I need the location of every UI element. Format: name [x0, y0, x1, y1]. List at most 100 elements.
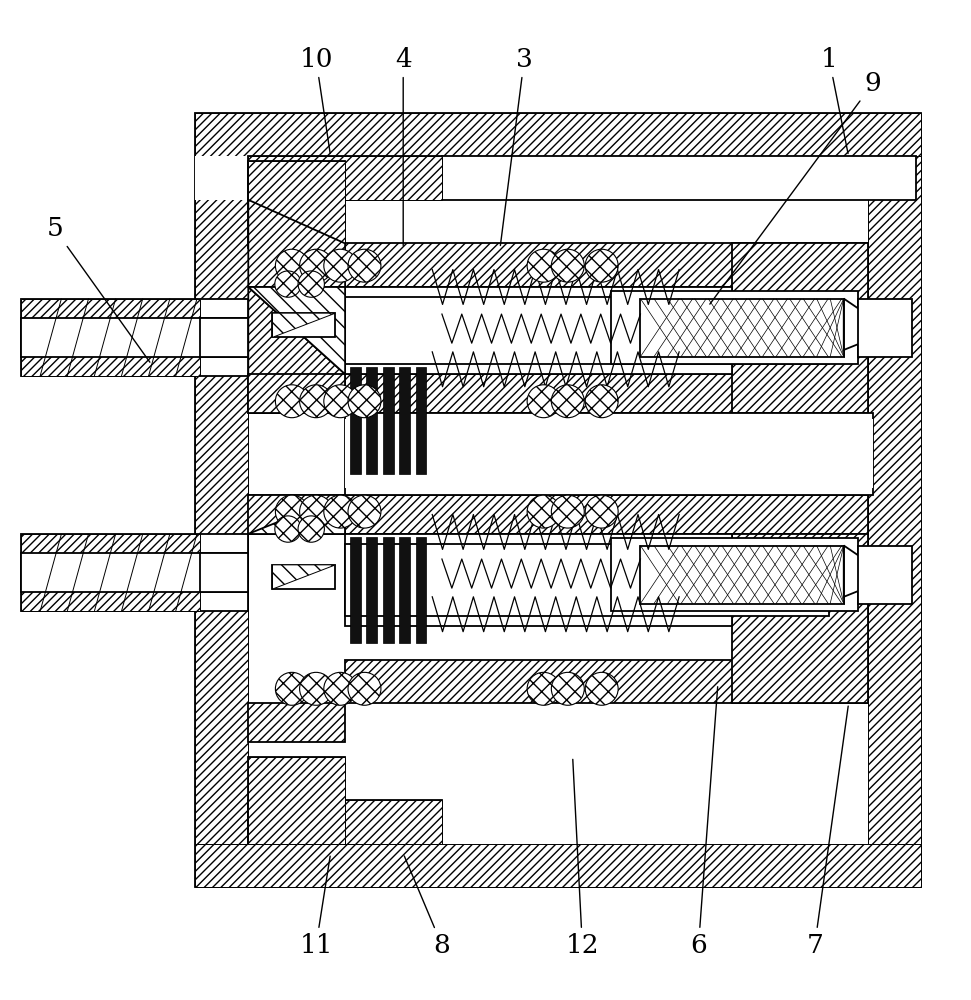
Polygon shape: [249, 495, 345, 534]
Bar: [416, 537, 426, 643]
Bar: [249, 800, 442, 844]
Bar: [195, 113, 921, 887]
Bar: [345, 287, 732, 374]
Text: 8: 8: [404, 856, 451, 958]
Circle shape: [276, 249, 309, 282]
Circle shape: [552, 672, 585, 705]
Bar: [20, 318, 249, 357]
Polygon shape: [249, 495, 345, 534]
Circle shape: [586, 495, 619, 528]
Circle shape: [527, 672, 560, 705]
Circle shape: [323, 385, 356, 418]
Bar: [399, 537, 410, 643]
Circle shape: [552, 495, 585, 528]
Bar: [350, 537, 360, 643]
Circle shape: [586, 672, 619, 705]
Circle shape: [348, 495, 381, 528]
Circle shape: [527, 495, 560, 528]
Circle shape: [276, 495, 309, 528]
Polygon shape: [249, 703, 345, 742]
Bar: [442, 156, 917, 200]
Bar: [416, 367, 426, 474]
Bar: [350, 367, 360, 474]
Bar: [345, 413, 873, 495]
Text: 9: 9: [710, 71, 881, 304]
Circle shape: [586, 249, 619, 282]
Text: 1: 1: [820, 47, 848, 154]
Bar: [383, 367, 393, 474]
Circle shape: [323, 249, 356, 282]
Bar: [20, 534, 200, 611]
Bar: [20, 299, 200, 376]
Polygon shape: [249, 495, 345, 534]
Circle shape: [527, 249, 560, 282]
Polygon shape: [249, 413, 732, 534]
Polygon shape: [844, 546, 868, 597]
Polygon shape: [249, 287, 345, 413]
Circle shape: [276, 385, 309, 418]
Circle shape: [348, 385, 381, 418]
Bar: [195, 156, 442, 200]
Polygon shape: [273, 313, 335, 337]
Bar: [345, 544, 829, 616]
Bar: [641, 546, 844, 604]
Bar: [345, 534, 732, 626]
Circle shape: [298, 271, 324, 297]
Circle shape: [348, 672, 381, 705]
Bar: [249, 156, 442, 200]
Bar: [868, 156, 921, 844]
Bar: [366, 537, 377, 643]
Circle shape: [527, 385, 560, 418]
Polygon shape: [249, 200, 345, 287]
Bar: [249, 800, 442, 844]
Bar: [345, 660, 868, 703]
Circle shape: [275, 271, 301, 297]
Bar: [366, 367, 377, 474]
Bar: [641, 299, 844, 357]
Bar: [273, 565, 335, 589]
Circle shape: [300, 249, 332, 282]
Bar: [195, 113, 921, 156]
Bar: [732, 243, 868, 413]
Polygon shape: [844, 299, 868, 350]
Text: 3: 3: [500, 47, 533, 246]
Circle shape: [275, 516, 301, 542]
Text: 4: 4: [395, 47, 412, 245]
Circle shape: [298, 516, 324, 542]
Bar: [612, 538, 858, 611]
Text: 11: 11: [299, 856, 333, 958]
Bar: [249, 757, 345, 844]
Bar: [200, 553, 249, 592]
Bar: [858, 546, 912, 604]
Circle shape: [300, 385, 332, 418]
Bar: [345, 243, 868, 287]
Text: 10: 10: [299, 47, 333, 154]
Bar: [195, 156, 249, 844]
Bar: [345, 495, 868, 534]
Circle shape: [323, 672, 356, 705]
Bar: [195, 844, 921, 887]
Bar: [383, 537, 393, 643]
Bar: [20, 534, 249, 611]
Circle shape: [552, 385, 585, 418]
Circle shape: [348, 249, 381, 282]
Bar: [345, 297, 829, 364]
Bar: [612, 291, 858, 364]
Bar: [200, 318, 249, 357]
Polygon shape: [249, 287, 345, 374]
Text: 7: 7: [806, 706, 849, 958]
Text: 12: 12: [565, 759, 599, 958]
Circle shape: [552, 249, 585, 282]
Bar: [249, 161, 345, 248]
Circle shape: [323, 495, 356, 528]
Bar: [399, 367, 410, 474]
Polygon shape: [249, 374, 345, 413]
Bar: [249, 156, 442, 200]
Bar: [273, 313, 335, 337]
Bar: [345, 374, 868, 413]
Bar: [249, 757, 345, 844]
Bar: [732, 534, 868, 703]
Circle shape: [300, 495, 332, 528]
Circle shape: [586, 385, 619, 418]
Polygon shape: [273, 565, 335, 589]
